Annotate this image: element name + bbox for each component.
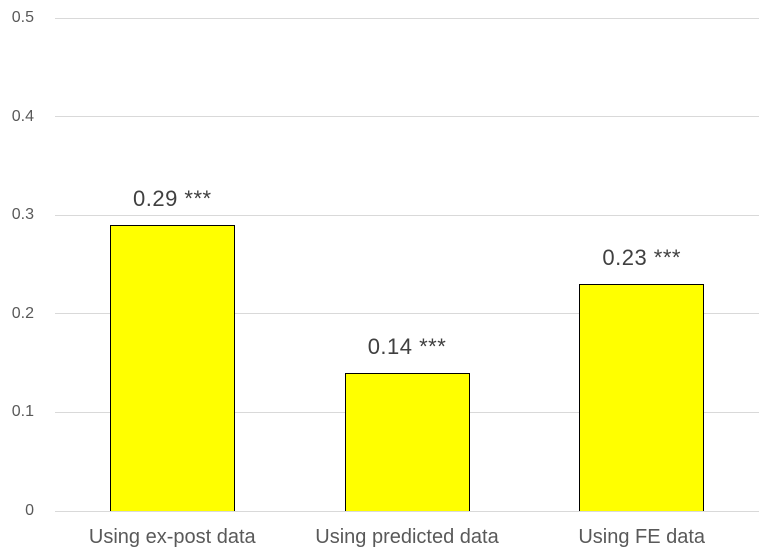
y-tick-label: 0.2 — [11, 304, 34, 322]
bar-2 — [344, 373, 470, 512]
x-category-label: Using FE data — [578, 526, 706, 548]
x-axis-line — [55, 510, 759, 512]
bar-1 — [109, 225, 235, 512]
y-tick-label: 0.1 — [11, 403, 34, 421]
data-label: 0.14 *** — [367, 334, 447, 359]
gridline — [55, 313, 759, 315]
gridline — [55, 17, 759, 19]
x-category-label: Using ex-post data — [88, 526, 256, 548]
bar-3 — [579, 284, 705, 512]
y-tick-label: 0.3 — [11, 206, 34, 224]
y-tick-label: 0 — [25, 502, 34, 519]
data-label: 0.23 *** — [602, 245, 681, 271]
y-tick-label: 0.4 — [11, 107, 34, 125]
y-tick-label: 0.5 — [11, 9, 34, 26]
gridline — [55, 116, 759, 118]
gridline — [55, 214, 759, 216]
data-label: 0.29 *** — [132, 186, 212, 212]
x-category-label: Using predicted data — [315, 526, 499, 548]
